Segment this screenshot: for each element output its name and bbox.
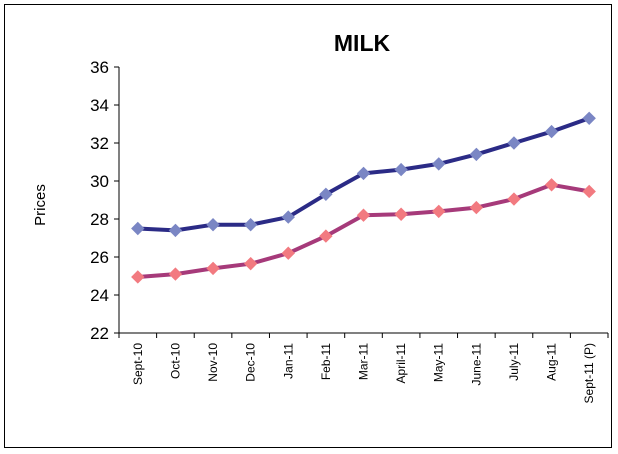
- milk-price-chart: MILK Prices 22 24 26 28 30 32 34 36 Sept-10 Oct-…: [32, 30, 609, 403]
- y-axis-label: Prices: [32, 184, 49, 226]
- x-tick-label: Aug-11: [545, 343, 559, 381]
- y-tick-label: 24: [90, 286, 109, 305]
- chart-title: MILK: [334, 30, 391, 56]
- series-1-point: [507, 136, 521, 150]
- series-2-point: [582, 184, 596, 199]
- y-tick-label: 28: [90, 210, 109, 229]
- series-2-point: [469, 200, 484, 215]
- series-2-point: [319, 229, 333, 243]
- series-2-point: [243, 256, 258, 271]
- series-1-point: [582, 111, 596, 126]
- x-tick-label: Nov-10: [206, 343, 220, 382]
- x-tick-label: Jan-11: [281, 343, 295, 379]
- y-tick-label: 36: [90, 58, 109, 77]
- series-1-point: [319, 187, 333, 202]
- series-1-point: [281, 210, 295, 224]
- series-2-point: [507, 192, 521, 206]
- series-1-point: [469, 147, 484, 162]
- series-2-point: [281, 246, 295, 260]
- x-tick-label: Dec-10: [244, 343, 258, 382]
- series-2-point: [432, 204, 446, 219]
- chart-frame: MILK Prices 22 24 26 28 30 32 34 36 Sept-10 Oct-…: [4, 4, 612, 448]
- series-1-point: [394, 162, 408, 177]
- series-2-point: [168, 267, 183, 281]
- series-1-point: [206, 217, 220, 232]
- series-2-point: [544, 178, 559, 192]
- x-tick-label: June-11: [469, 343, 483, 386]
- x-tick-label: Sept-10: [131, 343, 145, 385]
- y-tick-label: 22: [90, 324, 109, 343]
- y-tick-label: 32: [90, 134, 109, 153]
- series-2-point: [206, 261, 220, 276]
- x-tick-label: Mar-11: [357, 343, 371, 380]
- x-tick-label: April-11: [394, 343, 408, 384]
- y-tick-label: 30: [90, 172, 109, 191]
- y-ticks: 22 24 26 28 30 32 34 36: [90, 58, 119, 343]
- x-tick-label: Oct-10: [168, 343, 182, 379]
- series-1-point: [131, 221, 145, 236]
- series-2-line: [135, 182, 592, 279]
- x-tick-label: Feb-11: [319, 343, 333, 380]
- x-tick-label: July-11: [507, 343, 521, 381]
- series-2-point: [356, 208, 371, 222]
- series-1-point: [243, 217, 258, 232]
- series-layer: [131, 111, 596, 284]
- x-ticks: Sept-10 Oct-10 Nov-10 Dec-10 Jan-11 Feb-11 Mar…: [118, 333, 609, 403]
- series-1-point: [432, 157, 446, 171]
- series-2-point: [131, 270, 145, 284]
- x-tick-label: Sept-11 (P): [582, 343, 596, 403]
- series-1-point: [168, 223, 183, 238]
- series-2-point: [394, 207, 408, 221]
- x-tick-label: May-11: [432, 343, 446, 382]
- series-1-point: [356, 166, 371, 181]
- y-tick-label: 34: [90, 96, 109, 115]
- series-1-point: [544, 124, 559, 139]
- y-tick-label: 26: [90, 248, 109, 267]
